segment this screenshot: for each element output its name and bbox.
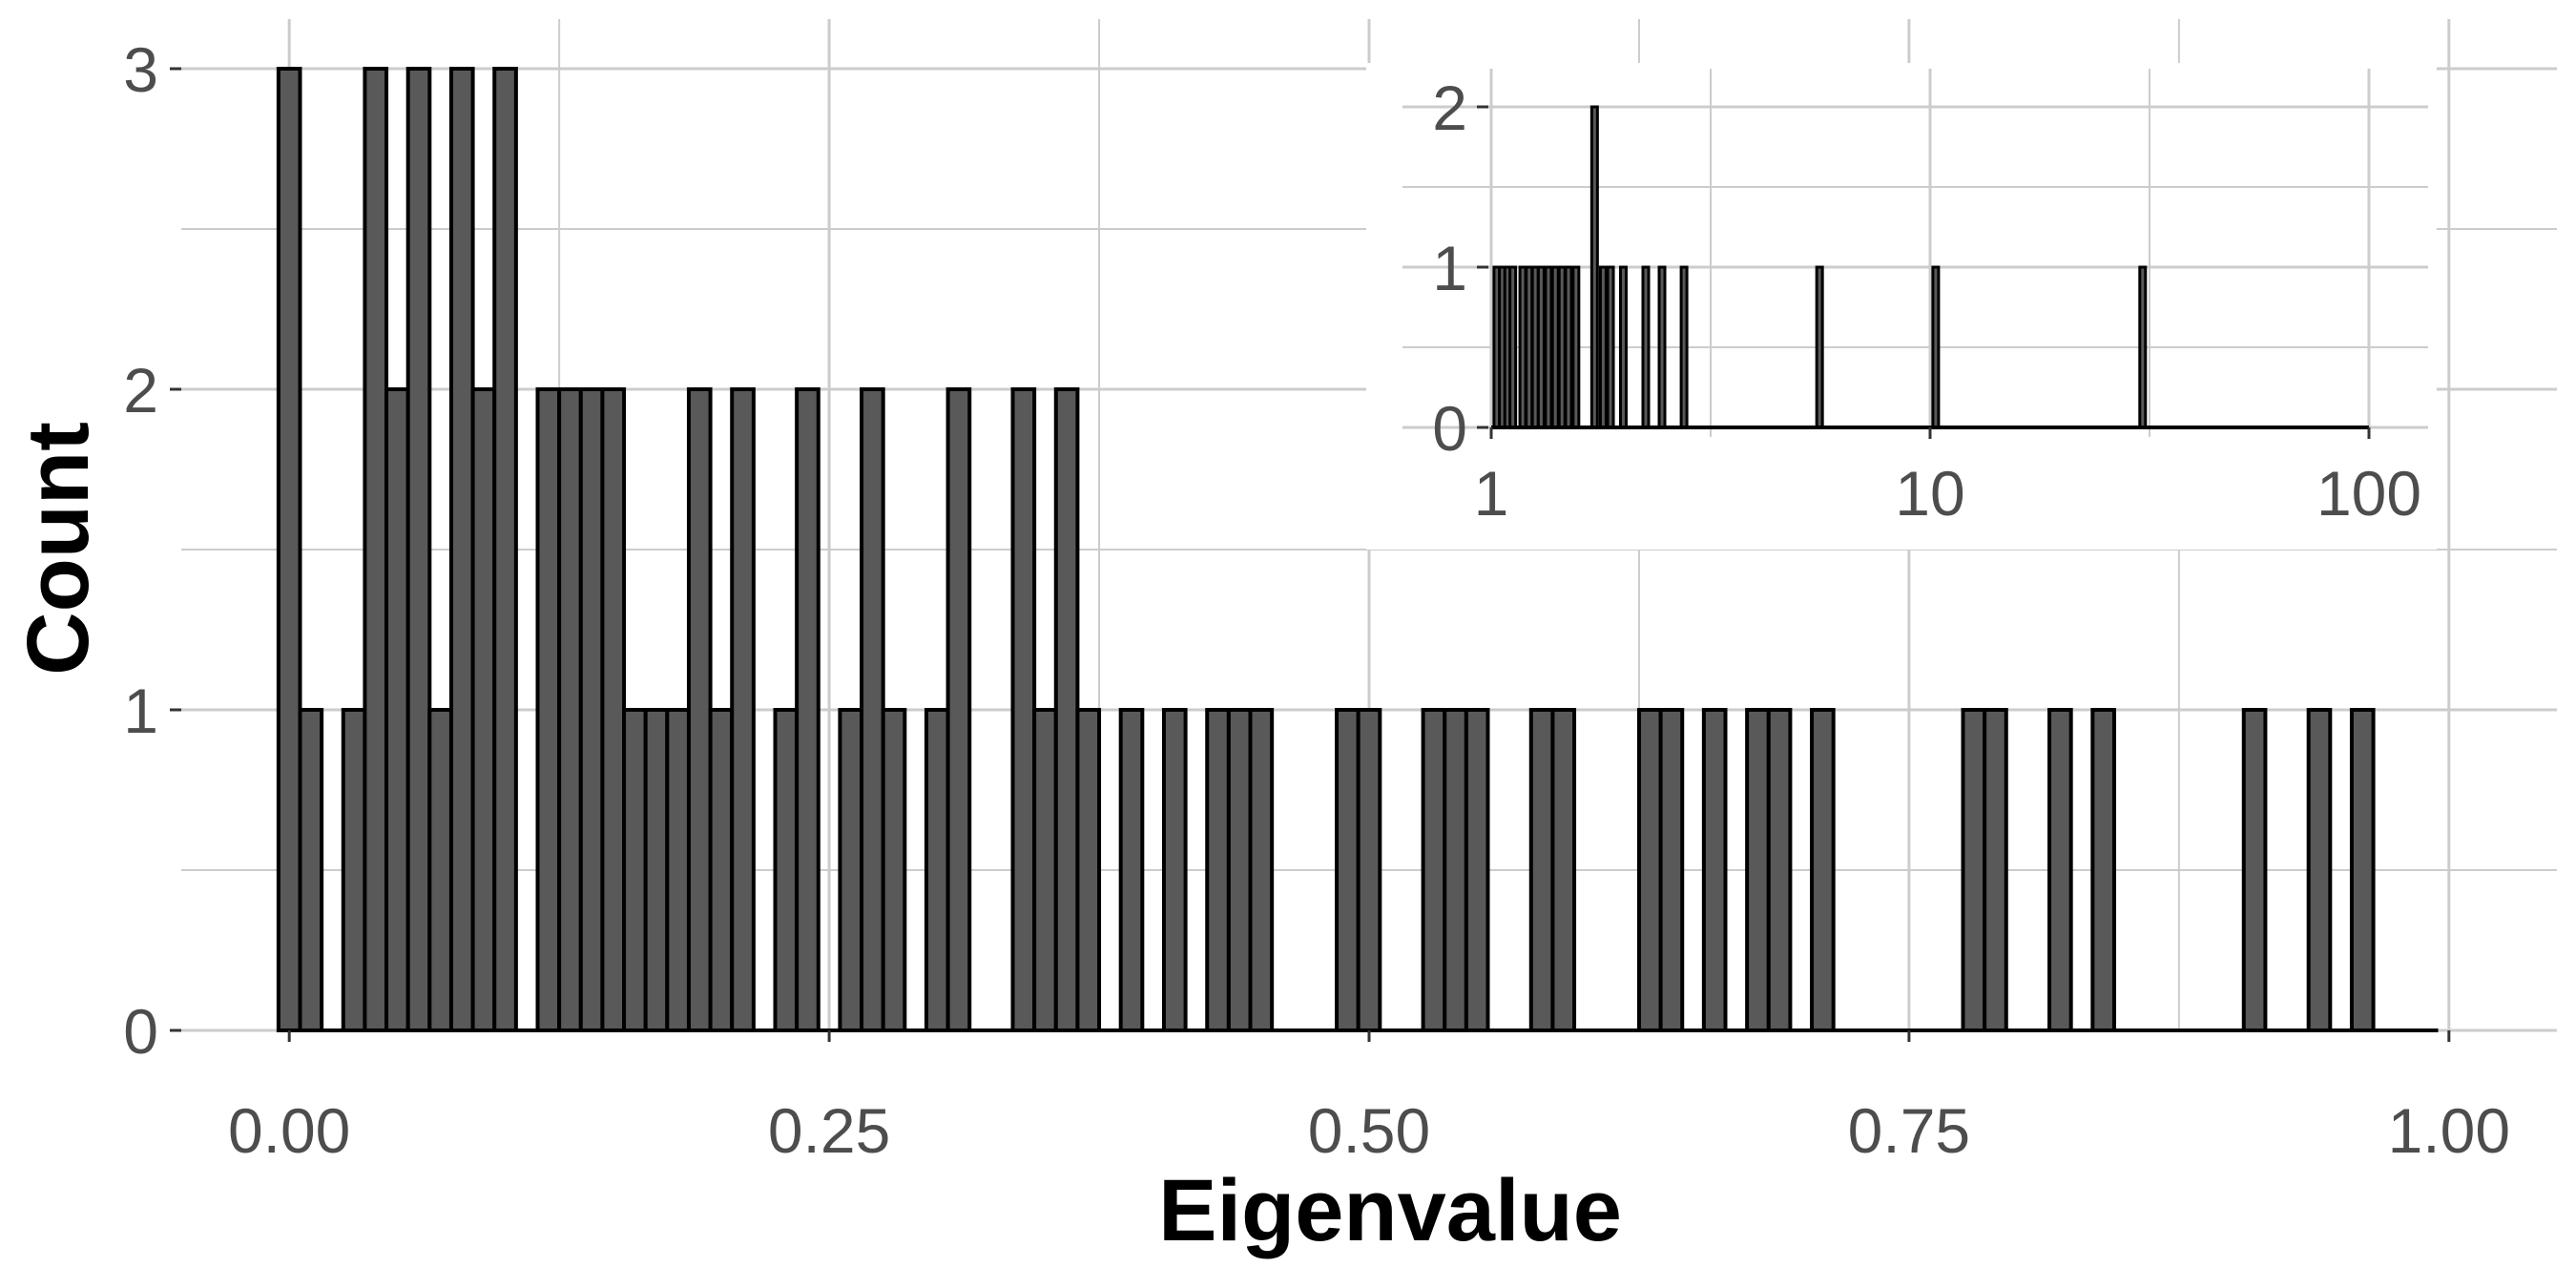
x-axis-label: Eigenvalue <box>1158 1162 1622 1259</box>
inset-y-tick-label: 2 <box>1432 73 1467 143</box>
x-tick-label: 0.00 <box>228 1095 350 1166</box>
inset-histogram-bar <box>1564 265 1573 429</box>
histogram-bar <box>708 708 735 1032</box>
histogram-bar <box>1205 708 1231 1032</box>
inset-histogram-bar <box>1598 265 1608 429</box>
x-tick-label: 1.00 <box>2388 1095 2510 1166</box>
histogram-bar <box>860 387 885 1032</box>
histogram-bar <box>276 67 302 1032</box>
histogram-bar <box>1118 708 1145 1032</box>
inset-histogram-bar <box>1589 105 1599 429</box>
histogram-bar <box>557 387 583 1032</box>
histogram-bar <box>1356 708 1382 1032</box>
histogram-bar <box>1032 708 1058 1032</box>
histogram-bar <box>1550 708 1577 1032</box>
inset-histogram-bar <box>1931 265 1941 429</box>
histogram-bar <box>795 387 821 1032</box>
inset-histogram-bar <box>1815 265 1824 429</box>
histogram-bar <box>1766 708 1793 1032</box>
histogram-bar <box>2241 708 2268 1032</box>
inset-x-tick-label: 10 <box>1895 458 1964 529</box>
histogram-bar <box>665 708 691 1032</box>
histogram-bar <box>363 67 389 1032</box>
histogram-bar <box>384 387 410 1032</box>
histogram-bar <box>298 708 324 1032</box>
histogram-bar <box>1983 708 2008 1032</box>
histogram-bar <box>470 387 497 1032</box>
histogram-bar <box>535 387 562 1032</box>
inset-histogram-bar <box>1618 265 1628 429</box>
inset-histogram-bar <box>1536 265 1546 429</box>
histogram-bar <box>1226 708 1253 1032</box>
histogram-bar <box>924 708 950 1032</box>
histogram-bar <box>427 708 453 1032</box>
histogram-bar <box>838 708 864 1032</box>
inset-histogram-bar <box>1641 265 1651 429</box>
inset-bars <box>1491 105 2369 429</box>
x-tick-label: 0.75 <box>1848 1095 1970 1166</box>
inset-x-tick-label: 100 <box>2316 458 2421 529</box>
y-tick-label: 3 <box>123 34 158 105</box>
inset-histogram-bar <box>1606 265 1615 429</box>
histogram-bar <box>405 67 432 1032</box>
y-axis-label: Count <box>10 422 107 675</box>
histogram-bar <box>1421 708 1447 1032</box>
x-tick-label: 0.25 <box>768 1095 890 1166</box>
histogram-bar <box>341 708 367 1032</box>
histogram-bar <box>492 67 518 1032</box>
y-tick-label: 2 <box>123 355 158 426</box>
histogram-bar <box>2047 708 2073 1032</box>
histogram-bar <box>1701 708 1728 1032</box>
histogram-bar <box>643 708 670 1032</box>
inset-y-tick-label: 0 <box>1432 393 1467 464</box>
histogram-bar <box>1075 708 1102 1032</box>
inset-y-tick-label: 1 <box>1432 233 1467 303</box>
histogram-bar <box>686 387 713 1032</box>
histogram-bar <box>578 387 605 1032</box>
histogram-bar <box>1464 708 1490 1032</box>
y-tick-label: 0 <box>123 996 158 1067</box>
histogram-bar <box>1053 387 1080 1032</box>
histogram-bar <box>1636 708 1663 1032</box>
histogram-bar <box>1443 708 1468 1032</box>
histogram-bar <box>1658 708 1685 1032</box>
histogram-bar <box>622 708 648 1032</box>
main-bars <box>276 67 2439 1032</box>
inset-histogram-bar <box>1557 265 1567 429</box>
inset-histogram-bar <box>1518 265 1527 429</box>
inset-histogram-bar <box>1550 265 1560 429</box>
histogram-bar <box>1810 708 1836 1032</box>
histogram-bar <box>1248 708 1275 1032</box>
inset-histogram-bar <box>1571 265 1581 429</box>
histogram-bar <box>2090 708 2116 1032</box>
histogram-bar <box>1010 387 1037 1032</box>
histogram-bar <box>1961 708 1987 1032</box>
y-tick-label: 1 <box>123 675 158 746</box>
inset-x-tick-label: 1 <box>1474 458 1509 529</box>
histogram-bar <box>2349 708 2376 1032</box>
histogram-bar <box>2306 708 2333 1032</box>
histogram-bar <box>730 387 756 1032</box>
histogram-bar <box>773 708 800 1032</box>
histogram-bar <box>448 67 475 1032</box>
histogram-bar <box>600 387 627 1032</box>
histogram-bar <box>1528 708 1555 1032</box>
inset-histogram-bar <box>1657 265 1667 429</box>
histogram-bar <box>1745 708 1771 1032</box>
histogram-bar <box>945 387 972 1032</box>
inset-histogram-bar <box>1508 265 1518 429</box>
x-tick-label: 0.50 <box>1308 1095 1430 1166</box>
inset-histogram-bar <box>1679 265 1689 429</box>
inset-histogram-bar <box>1544 265 1553 429</box>
inset-histogram-bar <box>2138 265 2148 429</box>
histogram-bar <box>1161 708 1188 1032</box>
histogram-bar <box>1335 708 1361 1032</box>
histogram-bar <box>881 708 907 1032</box>
